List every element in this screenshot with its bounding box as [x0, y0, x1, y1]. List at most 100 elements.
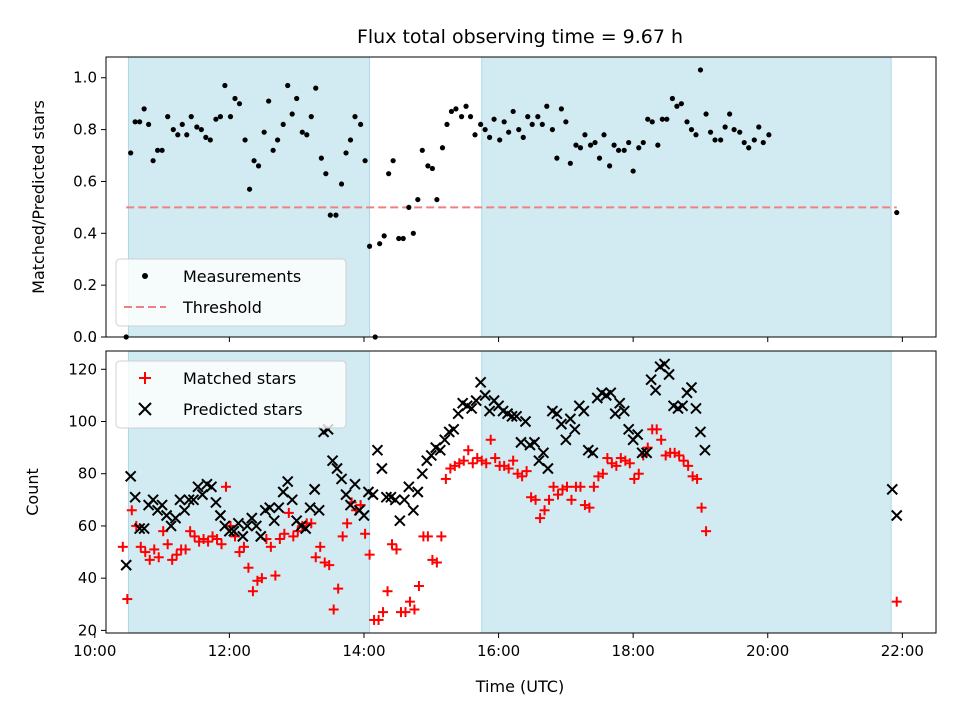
measurement-point: [615, 147, 622, 153]
measurement-point: [601, 132, 607, 138]
x-tick-label: 10:00: [73, 642, 116, 660]
predicted-star-point: [349, 478, 361, 490]
predicted-star-point: [891, 509, 903, 522]
measurement-point: [150, 158, 156, 164]
measurement-point: [232, 95, 238, 102]
measurement-point: [170, 126, 176, 133]
predicted-star-point: [210, 496, 222, 509]
measurement-point: [246, 186, 253, 192]
measurement-point: [429, 165, 435, 172]
matched-star-point: [382, 586, 393, 597]
measurement-point: [458, 114, 465, 120]
measurement-point: [549, 126, 556, 133]
predicted-star-point: [331, 462, 343, 475]
matched-star-point: [216, 539, 227, 550]
predicted-star-point: [483, 405, 496, 417]
predicted-star-point: [237, 530, 249, 543]
predicted-star-point: [156, 499, 168, 511]
matched-star-point: [404, 596, 415, 607]
matched-star-point: [337, 531, 348, 542]
predicted-star-point: [304, 501, 316, 514]
measurement-point: [198, 126, 204, 133]
predicted-star-point: [555, 418, 568, 430]
measurement-point: [703, 111, 709, 117]
bottom-plot-frame: [105, 350, 937, 634]
x-tick-label: 12:00: [208, 642, 251, 660]
measurement-point: [213, 116, 219, 122]
predicted-star-point: [479, 389, 491, 402]
matched-star-point: [692, 473, 703, 484]
legend-measurement-marker: [142, 273, 148, 279]
predicted-star-point: [183, 494, 195, 506]
predicted-star-point: [371, 444, 384, 456]
measurement-point: [448, 108, 455, 115]
matched-star-point: [624, 458, 635, 469]
matched-star-point: [185, 526, 196, 537]
predicted-star-point: [685, 381, 698, 394]
measurement-point: [175, 132, 181, 138]
predicted-star-point: [542, 462, 554, 475]
legend-predicted: Predicted stars: [183, 400, 303, 419]
measurement-point: [669, 95, 676, 102]
predicted-star-point: [380, 491, 393, 503]
x-tick-label: 22:00: [881, 642, 924, 660]
matched-star-point: [548, 481, 559, 492]
measurement-point: [693, 132, 699, 138]
matched-star-point: [629, 473, 640, 484]
measurement-point: [611, 142, 617, 148]
top-y-tick-label: 0.6: [73, 172, 97, 190]
top-panel: 0.0 0.2 0.4 0.6 0.8 1.0 Matched/Predicted sta…: [29, 56, 937, 346]
predicted-star-point: [246, 512, 258, 524]
legend-threshold: Threshold: [182, 298, 262, 317]
predicted-star-point: [273, 501, 285, 514]
matched-star-point: [212, 534, 223, 544]
measurement-point: [338, 181, 345, 187]
matched-star-point: [701, 526, 712, 537]
predicted-star-point: [228, 525, 240, 537]
matched-star-point: [315, 541, 326, 552]
predicted-star-point: [299, 522, 312, 535]
measurement-point: [712, 137, 718, 143]
bottom-x-ticks: 10:00 12:00 14:00 16:00 18:00 20:00 22:00: [73, 633, 924, 660]
predicted-star-point: [178, 504, 191, 516]
measurement-point: [554, 155, 560, 161]
measurement-point: [636, 145, 642, 151]
measurement-point: [381, 233, 387, 239]
predicted-star-point: [605, 387, 617, 399]
matched-star-point: [149, 544, 160, 555]
measurement-point: [366, 243, 373, 249]
matched-star-point: [656, 434, 667, 445]
predicted-star-point: [452, 407, 464, 420]
measurement-point: [146, 121, 152, 128]
measurement-point: [659, 116, 665, 122]
matched-star-point: [373, 614, 384, 625]
predicted-star-point: [398, 494, 411, 506]
measurement-point: [529, 121, 535, 128]
matched-star-point: [153, 552, 164, 563]
predicted-star-point: [187, 494, 200, 506]
matched-star-point: [364, 549, 375, 560]
measurement-point: [491, 116, 497, 122]
predicted-star-point: [394, 515, 406, 527]
bottom-y-tick-label: 100: [68, 413, 97, 431]
matched-star-point: [243, 562, 254, 573]
measurement-point: [425, 163, 431, 169]
measurement-point: [630, 168, 636, 174]
bottom-y-tick-label: 60: [78, 517, 97, 535]
measurement-point: [516, 126, 522, 133]
predicted-stars-points: [120, 358, 903, 571]
matched-star-point: [463, 445, 474, 456]
matched-star-point: [544, 494, 555, 505]
predicted-star-point: [506, 410, 518, 422]
measurement-point: [453, 106, 459, 112]
measurement-point: [674, 103, 680, 109]
predicted-star-point: [367, 488, 379, 501]
predicted-star-point: [618, 405, 630, 417]
bottom-panel: 20 40 60 80 100 120 10:00 12:00 14:00 16:00 18:00…: [23, 350, 937, 696]
predicted-star-point: [663, 368, 675, 381]
predicted-star-point: [205, 481, 218, 493]
bottom-y-tick-label: 80: [78, 465, 97, 483]
predicted-star-point: [120, 559, 132, 571]
measurement-point: [434, 196, 440, 203]
predicted-star-point: [416, 468, 429, 480]
